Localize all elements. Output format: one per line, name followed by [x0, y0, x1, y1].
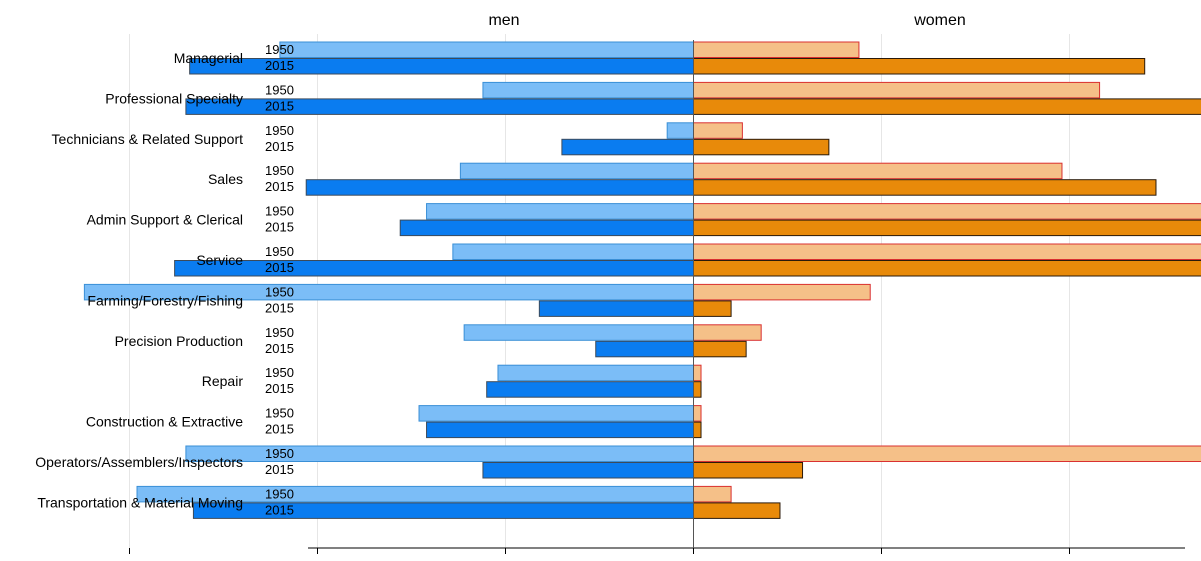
bar-men-2015	[561, 138, 695, 156]
bar-men-1950	[482, 81, 694, 99]
year-label: 1950	[265, 82, 294, 97]
bar-men-1950	[463, 324, 695, 341]
year-label: 2015	[265, 260, 294, 275]
bar-men-1950	[497, 364, 695, 382]
bar-men-2015	[426, 421, 694, 439]
year-label: 1950	[265, 446, 294, 461]
bar-men-1950	[279, 41, 694, 58]
category-label: Farming/Forestry/Fishing	[87, 292, 243, 308]
bar-men-2015	[185, 98, 694, 115]
category-label: Transportation & Material Moving	[37, 494, 243, 510]
bar-women-2015	[693, 98, 1201, 115]
year-label: 2015	[265, 462, 294, 477]
x-tick-label: .05	[496, 558, 514, 561]
bar-women-1950	[693, 162, 1063, 180]
bar-women-2015	[693, 340, 747, 358]
year-label: 1950	[265, 244, 294, 259]
bar-women-2015	[693, 462, 804, 479]
bar-women-1950	[693, 324, 762, 341]
x-tick-label: .15	[120, 558, 138, 561]
bar-men-1950	[459, 162, 694, 180]
year-label: 2015	[265, 502, 294, 517]
x-tick-label: 0	[690, 558, 697, 561]
year-label: 1950	[265, 406, 294, 421]
year-label: 1950	[265, 486, 294, 501]
category-label: Repair	[202, 373, 244, 389]
x-tick-label: .1	[1064, 558, 1075, 561]
year-label: 1950	[265, 204, 294, 219]
bar-men-2015	[305, 179, 694, 196]
year-label: 2015	[265, 179, 294, 194]
year-label: 2015	[265, 98, 294, 113]
bar-women-1950	[693, 283, 871, 301]
category-label: Technicians & Related Support	[52, 131, 244, 147]
year-label: 2015	[265, 341, 294, 356]
year-label: 1950	[265, 163, 294, 178]
year-label: 2015	[265, 381, 294, 396]
bar-men-2015	[399, 219, 694, 237]
year-label: 1950	[265, 365, 294, 380]
year-label: 2015	[265, 300, 294, 315]
year-label: 1950	[265, 325, 294, 340]
category-label: Operators/Assemblers/Inspectors	[35, 454, 243, 470]
bar-women-1950	[693, 41, 860, 58]
category-label: Sales	[208, 171, 243, 187]
year-label: 1950	[265, 123, 294, 138]
bar-men-2015	[486, 381, 695, 398]
bar-men-1950	[452, 243, 694, 260]
x-tick-label: .1	[312, 558, 323, 561]
bar-women-2015	[693, 421, 702, 439]
bar-men-2015	[174, 260, 694, 277]
year-label: 1950	[265, 42, 294, 57]
bar-men-1950	[426, 203, 694, 220]
bar-women-1950	[693, 485, 732, 503]
year-label: 2015	[265, 422, 294, 437]
category-label: Service	[196, 252, 243, 268]
bar-women-1950	[693, 81, 1101, 99]
bar-women-2015	[693, 179, 1157, 196]
bar-men-1950	[418, 405, 694, 422]
bar-women-1950	[693, 243, 1201, 260]
bar-women-2015	[693, 58, 1146, 75]
bar-women-1950	[693, 122, 743, 139]
category-label: Managerial	[174, 50, 243, 66]
panel-title-men: men	[488, 12, 519, 29]
year-label: 2015	[265, 139, 294, 154]
year-label: 2015	[265, 58, 294, 73]
category-label: Precision Production	[115, 333, 243, 349]
bar-women-1950	[693, 405, 702, 422]
bar-women-1950	[693, 445, 1201, 462]
x-tick-label: .05	[872, 558, 890, 561]
year-label: 2015	[265, 220, 294, 235]
category-label: Construction & Extractive	[86, 414, 243, 430]
bar-women-1950	[693, 203, 1201, 220]
bar-women-2015	[693, 300, 732, 317]
bar-women-2015	[693, 260, 1201, 277]
panel-title-women: women	[913, 12, 966, 29]
bar-women-2015	[693, 219, 1201, 237]
bar-women-2015	[693, 381, 702, 398]
bar-men-1950	[185, 445, 694, 462]
bar-men-2015	[482, 462, 694, 479]
bar-women-1950	[693, 364, 702, 382]
x-axis: .2.15.1.050.05.1.15.2.25	[120, 40, 1185, 561]
bar-men-2015	[595, 340, 694, 358]
bar-men-2015	[538, 300, 695, 317]
category-label: Admin Support & Clerical	[87, 212, 243, 228]
bar-women-2015	[693, 138, 830, 156]
category-label: Professional Specialty	[105, 90, 243, 106]
bar-women-2015	[693, 502, 781, 519]
bar-men-1950	[666, 122, 694, 139]
year-label: 1950	[265, 284, 294, 299]
